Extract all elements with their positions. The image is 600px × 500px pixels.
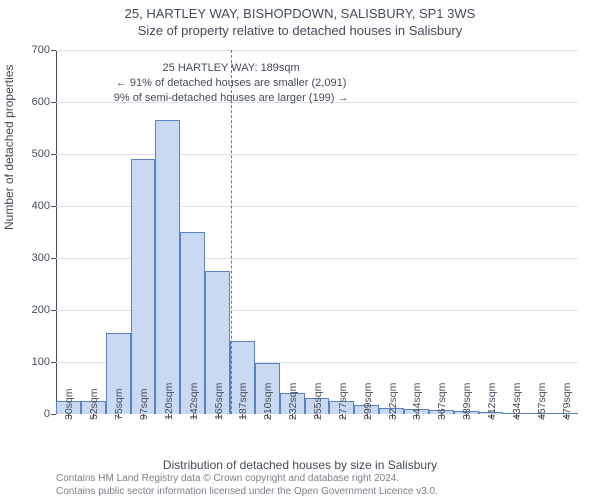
ytick-label: 300: [32, 252, 50, 264]
chart-title-line2: Size of property relative to detached ho…: [0, 23, 600, 38]
chart-title-line1: 25, HARTLEY WAY, BISHOPDOWN, SALISBURY, …: [0, 6, 600, 21]
ytick-mark: [51, 154, 56, 155]
xtick-label: 210sqm: [262, 383, 274, 420]
y-axis-label: Number of detached properties: [2, 65, 16, 230]
attribution-block: Contains HM Land Registry data © Crown c…: [56, 473, 438, 498]
ytick-label: 200: [32, 304, 50, 316]
ytick-label: 0: [44, 408, 50, 420]
attribution-line2: Contains public sector information licen…: [56, 486, 438, 499]
xtick-label: 142sqm: [188, 383, 200, 420]
ytick-mark: [51, 258, 56, 259]
ytick-mark: [51, 206, 56, 207]
xtick-label: 255sqm: [312, 383, 324, 420]
chart-title-block: 25, HARTLEY WAY, BISHOPDOWN, SALISBURY, …: [0, 0, 600, 38]
xtick-label: 322sqm: [387, 383, 399, 420]
ytick-mark: [51, 414, 56, 415]
histogram-bar: [155, 120, 180, 414]
ytick-label: 700: [32, 44, 50, 56]
ytick-label: 500: [32, 148, 50, 160]
xtick-label: 52sqm: [88, 388, 100, 420]
gridline: [56, 154, 578, 155]
xtick-label: 120sqm: [163, 383, 175, 420]
attribution-line1: Contains HM Land Registry data © Crown c…: [56, 473, 438, 486]
ytick-label: 400: [32, 200, 50, 212]
xtick-label: 232sqm: [287, 383, 299, 420]
ytick-label: 100: [32, 356, 50, 368]
chart-plot-area: 010020030040050060070030sqm52sqm75sqm97s…: [56, 50, 578, 414]
annotation-box: 25 HARTLEY WAY: 189sqm← 91% of detached …: [108, 58, 355, 109]
ytick-mark: [51, 362, 56, 363]
xtick-label: 434sqm: [511, 383, 523, 420]
y-axis-line: [56, 50, 57, 414]
x-axis-label: Distribution of detached houses by size …: [0, 458, 600, 472]
ytick-mark: [51, 310, 56, 311]
ytick-mark: [51, 102, 56, 103]
xtick-label: 277sqm: [337, 383, 349, 420]
xtick-label: 367sqm: [436, 383, 448, 420]
ytick-label: 600: [32, 96, 50, 108]
xtick-label: 97sqm: [138, 388, 150, 420]
xtick-label: 30sqm: [63, 388, 75, 420]
xtick-label: 75sqm: [113, 388, 125, 420]
ytick-mark: [51, 50, 56, 51]
annotation-line: ← 91% of detached houses are smaller (2,…: [114, 76, 349, 91]
annotation-line: 9% of semi-detached houses are larger (1…: [114, 91, 349, 106]
gridline: [56, 50, 578, 51]
xtick-label: 457sqm: [536, 383, 548, 420]
xtick-label: 479sqm: [561, 383, 573, 420]
annotation-line: 25 HARTLEY WAY: 189sqm: [114, 61, 349, 76]
xtick-label: 389sqm: [461, 383, 473, 420]
xtick-label: 344sqm: [411, 383, 423, 420]
xtick-label: 299sqm: [362, 383, 374, 420]
xtick-label: 412sqm: [486, 383, 498, 420]
histogram-bar: [131, 159, 156, 414]
xtick-label: 165sqm: [213, 383, 225, 420]
xtick-label: 187sqm: [237, 383, 249, 420]
